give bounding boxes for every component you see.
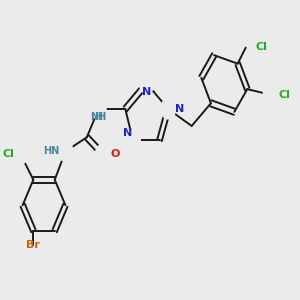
- Circle shape: [58, 142, 73, 161]
- Text: NH: NH: [91, 112, 107, 122]
- Circle shape: [139, 74, 154, 93]
- Text: Cl: Cl: [2, 149, 14, 159]
- Circle shape: [26, 246, 41, 266]
- Circle shape: [243, 28, 258, 48]
- Text: N: N: [175, 104, 184, 114]
- Text: HN: HN: [43, 146, 59, 156]
- Text: O: O: [110, 149, 120, 159]
- Text: H: H: [94, 112, 103, 122]
- Circle shape: [160, 99, 175, 119]
- Text: Cl: Cl: [256, 42, 268, 52]
- Text: N: N: [123, 128, 132, 138]
- Text: Cl: Cl: [278, 90, 290, 100]
- Text: N: N: [142, 87, 152, 97]
- Circle shape: [125, 130, 140, 150]
- Circle shape: [13, 144, 28, 164]
- Circle shape: [263, 85, 278, 105]
- Circle shape: [95, 144, 110, 164]
- Circle shape: [91, 99, 106, 119]
- Text: Br: Br: [26, 240, 40, 250]
